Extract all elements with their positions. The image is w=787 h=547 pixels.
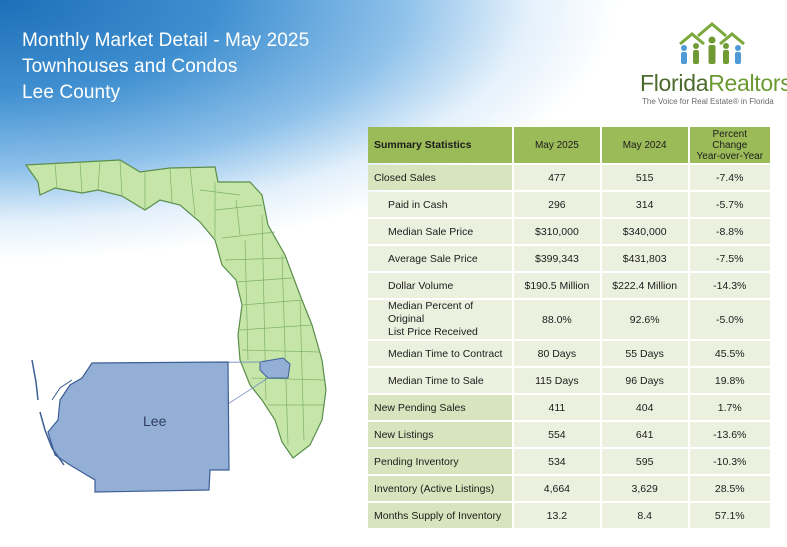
row-value-2024: 595 [601, 449, 688, 474]
row-label: Months Supply of Inventory [368, 503, 513, 528]
row-label-line2: List Price Received [388, 326, 478, 338]
row-value-2024: 641 [601, 422, 688, 447]
row-value-2025: 88.0% [514, 300, 600, 339]
row-value-2025: 411 [514, 395, 600, 420]
row-value-2025: $310,000 [514, 219, 600, 244]
county-title: Lee County [22, 82, 121, 103]
row-value-2025: 80 Days [514, 341, 600, 366]
row-label: Paid in Cash [368, 192, 513, 217]
row-percent-change: 45.5% [689, 341, 770, 366]
row-percent-change: -5.7% [689, 192, 770, 217]
row-percent-change: -8.8% [689, 219, 770, 244]
row-percent-change: 28.5% [689, 476, 770, 501]
table-row: Closed Sales 477 515 -7.4% [368, 165, 770, 190]
row-label: Pending Inventory [368, 449, 513, 474]
header-percent-change-line1: Percent Change [712, 128, 748, 151]
table-row: Inventory (Active Listings) 4,664 3,629 … [368, 476, 770, 501]
table-row: Months Supply of Inventory 13.2 8.4 57.1… [368, 503, 770, 528]
table-row: Average Sale Price $399,343 $431,803 -7.… [368, 246, 770, 271]
table-row: Pending Inventory 534 595 -10.3% [368, 449, 770, 474]
lee-county-highlight [259, 357, 291, 379]
row-label-line1: Median Percent of Original [388, 300, 474, 325]
row-value-2024: 8.4 [601, 503, 688, 528]
logo-tagline: The Voice for Real Estate® in Florida [642, 97, 774, 106]
row-label: Median Percent of Original List Price Re… [368, 300, 513, 339]
row-label: New Listings [368, 422, 513, 447]
table-row: Median Percent of Original List Price Re… [368, 300, 770, 339]
barrier-island-north [31, 359, 39, 401]
row-value-2024: 96 Days [601, 368, 688, 393]
table-row: Paid in Cash 296 314 -5.7% [368, 192, 770, 217]
header-may-2025: May 2025 [514, 127, 600, 163]
row-label: Dollar Volume [368, 273, 513, 298]
row-value-2024: 3,629 [601, 476, 688, 501]
row-value-2025: $190.5 Million [514, 273, 600, 298]
people-houses-icon [679, 22, 745, 64]
logo-word-realtors: Realtors [708, 70, 787, 96]
table-row: Dollar Volume $190.5 Million $222.4 Mill… [368, 273, 770, 298]
row-percent-change: -13.6% [689, 422, 770, 447]
row-value-2024: $431,803 [601, 246, 688, 271]
row-value-2024: 404 [601, 395, 688, 420]
row-percent-change: -10.3% [689, 449, 770, 474]
table-header-row: Summary Statistics May 2025 May 2024 Per… [368, 127, 770, 163]
logo-word-florida: Florida [640, 70, 709, 96]
row-value-2025: 296 [514, 192, 600, 217]
header-percent-change: Percent Change Year-over-Year [689, 127, 770, 163]
barrier-island-south [39, 411, 65, 466]
row-percent-change: -14.3% [689, 273, 770, 298]
row-value-2025: 477 [514, 165, 600, 190]
lee-county-inset [47, 361, 230, 493]
row-percent-change: -5.0% [689, 300, 770, 339]
property-type-title: Townhouses and Condos [22, 56, 238, 77]
pine-island-outline [51, 379, 73, 401]
row-value-2024: 314 [601, 192, 688, 217]
row-label: Inventory (Active Listings) [368, 476, 513, 501]
row-label: New Pending Sales [368, 395, 513, 420]
florida-county-map: Lee [24, 159, 327, 493]
row-label: Median Time to Contract [368, 341, 513, 366]
row-value-2025: 115 Days [514, 368, 600, 393]
row-value-2025: 554 [514, 422, 600, 447]
florida-realtors-logo: FloridaRealtors® The Voice for Real Esta… [640, 22, 787, 112]
row-label: Median Time to Sale [368, 368, 513, 393]
row-value-2025: 13.2 [514, 503, 600, 528]
row-value-2025: $399,343 [514, 246, 600, 271]
row-label: Median Sale Price [368, 219, 513, 244]
table-row: New Pending Sales 411 404 1.7% [368, 395, 770, 420]
row-label: Average Sale Price [368, 246, 513, 271]
row-value-2024: 92.6% [601, 300, 688, 339]
table-row: Median Sale Price $310,000 $340,000 -8.8… [368, 219, 770, 244]
report-title: Monthly Market Detail - May 2025 [22, 30, 310, 51]
report-title-block: Monthly Market Detail - May 2025 Townhou… [22, 28, 309, 106]
table-row: New Listings 554 641 -13.6% [368, 422, 770, 447]
row-value-2024: 55 Days [601, 341, 688, 366]
summary-statistics-table: Summary Statistics May 2025 May 2024 Per… [366, 125, 772, 530]
county-label: Lee [143, 413, 167, 429]
row-value-2024: $340,000 [601, 219, 688, 244]
header-summary-statistics: Summary Statistics [368, 127, 513, 163]
header-may-2024: May 2024 [601, 127, 688, 163]
row-label: Closed Sales [368, 165, 513, 190]
row-percent-change: 57.1% [689, 503, 770, 528]
table-row: Median Time to Sale 115 Days 96 Days 19.… [368, 368, 770, 393]
table-row: Median Time to Contract 80 Days 55 Days … [368, 341, 770, 366]
row-percent-change: 19.8% [689, 368, 770, 393]
row-percent-change: -7.5% [689, 246, 770, 271]
row-value-2024: $222.4 Million [601, 273, 688, 298]
header-percent-change-line2: Year-over-Year [696, 150, 764, 162]
row-value-2024: 515 [601, 165, 688, 190]
row-value-2025: 4,664 [514, 476, 600, 501]
row-percent-change: 1.7% [689, 395, 770, 420]
row-percent-change: -7.4% [689, 165, 770, 190]
row-value-2025: 534 [514, 449, 600, 474]
logo-wordmark: FloridaRealtors® [640, 70, 787, 97]
